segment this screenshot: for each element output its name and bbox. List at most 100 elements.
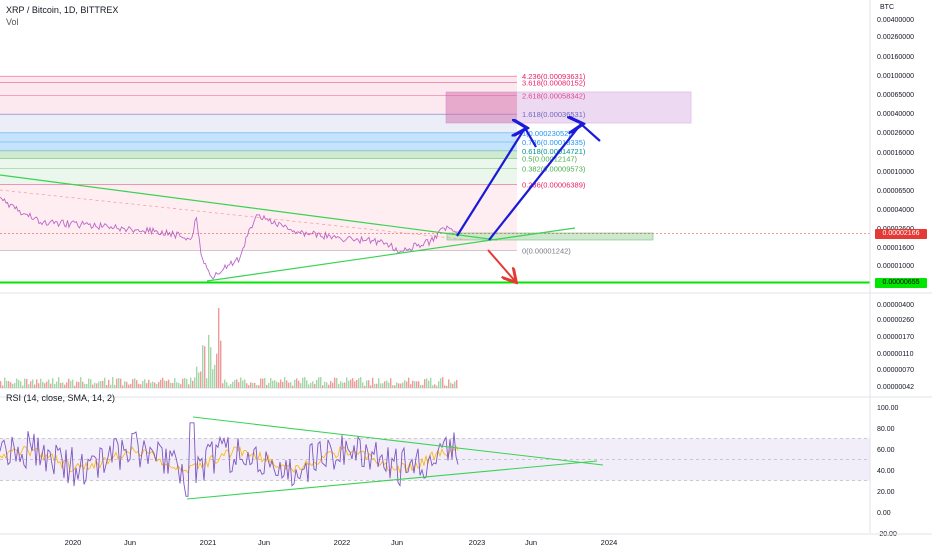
volume-bar <box>310 382 312 388</box>
volume-bar <box>176 382 178 388</box>
rsi-tick-label: 40.00 <box>877 468 895 475</box>
volume-bar <box>200 371 202 388</box>
volume-bar <box>178 382 180 388</box>
volume-bar <box>386 380 388 388</box>
volume-bar <box>316 380 318 388</box>
volume-bar <box>450 382 452 388</box>
volume-bar <box>312 381 314 388</box>
volume-bar <box>302 377 304 388</box>
volume-bar <box>226 382 228 388</box>
volume-bar <box>106 384 108 388</box>
price-tick-label: 0.00000400 <box>877 302 914 309</box>
volume-bar <box>118 378 120 388</box>
volume-bar <box>74 385 76 388</box>
volume-bar <box>272 380 274 388</box>
projection-arrow-2 <box>488 124 601 241</box>
volume-bar <box>266 384 268 388</box>
price-line <box>0 196 870 280</box>
volume-bar <box>94 382 96 388</box>
volume-bar <box>104 377 106 388</box>
fib-level-label: 1.618(0.00036531) <box>522 110 586 119</box>
volume-bar <box>168 379 170 388</box>
volume-bar <box>58 377 60 388</box>
volume-bar <box>368 380 370 388</box>
volume-bar <box>212 369 214 388</box>
volume-bar <box>110 384 112 388</box>
volume-bar <box>32 379 34 388</box>
volume-bar <box>268 382 270 388</box>
volume-bar <box>410 384 412 388</box>
volume-bar <box>394 385 396 388</box>
rsi-tick-label: 0.00 <box>877 510 891 517</box>
volume-bar <box>92 384 94 388</box>
fib-zone <box>0 132 517 143</box>
ascending-trendline <box>206 227 576 282</box>
volume-bar <box>456 379 458 388</box>
volume-bar <box>320 377 322 388</box>
volume-bar <box>292 385 294 388</box>
price-y-axis: 0.00400000 0.00260000 0.00160000 0.00100000… <box>0 0 932 538</box>
volume-bar <box>138 383 140 388</box>
fib-level-label: 2.618(0.00058342) <box>522 91 586 100</box>
volume-bar <box>60 382 62 388</box>
volume-tick-label: 0.00000070 <box>877 367 914 374</box>
volume-bar <box>84 383 86 388</box>
volume-bar <box>44 383 46 388</box>
volume-bar <box>130 383 132 388</box>
volume-bar <box>438 381 440 388</box>
volume-bar <box>20 381 22 388</box>
rsi-series <box>0 422 459 497</box>
volume-bar <box>230 384 232 388</box>
volume-bar <box>408 377 410 388</box>
volume-bar <box>222 383 224 388</box>
volume-bar <box>278 382 280 388</box>
volume-bar <box>142 380 144 388</box>
volume-bar <box>116 378 118 388</box>
volume-bar <box>2 385 4 388</box>
volume-bar <box>46 381 48 388</box>
volume-bar <box>262 378 264 388</box>
volume-bar <box>252 382 254 388</box>
volume-bar <box>306 380 308 388</box>
x-tick-label: Jun <box>258 538 270 547</box>
price-tick-label: 0.00100000 <box>877 73 914 80</box>
volume-bar <box>72 379 74 388</box>
volume-bar <box>50 383 52 388</box>
volume-bar <box>264 377 266 388</box>
volume-bar <box>198 372 200 388</box>
volume-bar <box>66 382 68 388</box>
volume-label: Vol <box>6 17 19 27</box>
volume-bar <box>108 379 110 388</box>
volume-bar <box>346 377 348 388</box>
volume-bar <box>26 378 28 388</box>
volume-bar <box>206 378 208 388</box>
volume-bar <box>328 384 330 388</box>
rsi-upper-trendline <box>192 416 604 466</box>
volume-bar <box>256 384 258 388</box>
volume-bar <box>82 381 84 388</box>
volume-bar <box>210 347 212 388</box>
volume-bar <box>366 380 368 388</box>
volume-bar <box>416 381 418 388</box>
volume-bars <box>0 308 458 389</box>
rsi-tick-label: 20.00 <box>877 489 895 496</box>
volume-bar <box>360 377 362 388</box>
volume-bar <box>238 382 240 388</box>
volume-bar <box>4 377 6 388</box>
target-box <box>445 91 692 241</box>
volume-bar <box>304 377 306 388</box>
volume-bar <box>282 381 284 388</box>
x-tick-label: Jun <box>525 538 537 547</box>
price-tick-label: 0.00400000 <box>877 17 914 24</box>
volume-bar <box>204 346 206 388</box>
volume-bar <box>276 381 278 388</box>
volume-bar <box>64 384 66 388</box>
volume-bar <box>52 378 54 388</box>
volume-bar <box>430 377 432 388</box>
volume-bar <box>444 385 446 388</box>
volume-bar <box>166 381 168 388</box>
descending-trendline <box>0 174 498 241</box>
volume-bar <box>296 378 298 388</box>
